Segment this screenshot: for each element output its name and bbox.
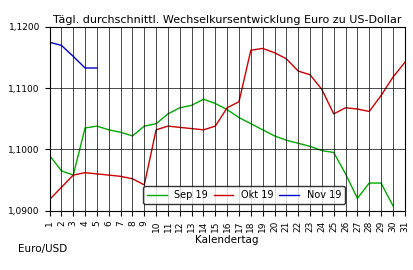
Okt 19 — [272, 51, 277, 54]
Title: Tägl. durchschnittl. Wechselkursentwicklung Euro zu US-Dollar: Tägl. durchschnittl. Wechselkursentwickl… — [53, 15, 401, 25]
Sep 19 — [390, 204, 395, 207]
Okt 19 — [343, 106, 348, 109]
Okt 19 — [118, 175, 123, 178]
Sep 19 — [130, 134, 135, 137]
Sep 19 — [248, 122, 253, 125]
Sep 19 — [177, 106, 182, 109]
Okt 19 — [201, 128, 206, 131]
Okt 19 — [379, 94, 384, 97]
Sep 19 — [367, 181, 372, 185]
Line: Nov 19: Nov 19 — [50, 42, 97, 68]
Nov 19 — [95, 66, 100, 70]
Sep 19 — [95, 124, 100, 128]
Sep 19 — [237, 116, 242, 119]
Okt 19 — [284, 57, 289, 60]
Sep 19 — [166, 112, 171, 116]
Nov 19 — [47, 41, 52, 44]
Sep 19 — [225, 108, 230, 111]
Sep 19 — [331, 151, 336, 154]
Sep 19 — [379, 181, 384, 185]
Sep 19 — [319, 149, 324, 152]
Sep 19 — [71, 174, 76, 177]
Text: Euro/USD: Euro/USD — [18, 244, 67, 254]
Okt 19 — [308, 73, 313, 76]
Okt 19 — [331, 112, 336, 116]
Okt 19 — [225, 106, 230, 109]
Line: Okt 19: Okt 19 — [50, 48, 405, 200]
Okt 19 — [142, 183, 147, 187]
Okt 19 — [189, 127, 194, 130]
Sep 19 — [189, 104, 194, 107]
Sep 19 — [343, 172, 348, 176]
Sep 19 — [213, 102, 218, 105]
Okt 19 — [177, 126, 182, 129]
Okt 19 — [367, 110, 372, 113]
Sep 19 — [106, 128, 111, 131]
Sep 19 — [260, 128, 265, 131]
Okt 19 — [213, 124, 218, 128]
Sep 19 — [142, 124, 147, 128]
Okt 19 — [355, 107, 360, 111]
Sep 19 — [47, 154, 52, 157]
Sep 19 — [355, 197, 360, 200]
Okt 19 — [390, 76, 395, 79]
Okt 19 — [402, 61, 407, 64]
Okt 19 — [59, 186, 64, 189]
Okt 19 — [319, 88, 324, 91]
Okt 19 — [260, 47, 265, 50]
Okt 19 — [130, 177, 135, 180]
Sep 19 — [272, 134, 277, 137]
Line: Sep 19: Sep 19 — [50, 99, 393, 206]
Nov 19 — [59, 44, 64, 47]
Okt 19 — [296, 69, 301, 73]
Okt 19 — [237, 100, 242, 103]
Sep 19 — [201, 97, 206, 101]
Okt 19 — [47, 198, 52, 201]
Okt 19 — [95, 172, 100, 176]
Legend: Sep 19, Okt 19, Nov 19: Sep 19, Okt 19, Nov 19 — [143, 186, 345, 204]
X-axis label: Kalendertag: Kalendertag — [195, 235, 259, 245]
Nov 19 — [83, 66, 88, 70]
Okt 19 — [248, 49, 253, 52]
Sep 19 — [296, 142, 301, 145]
Sep 19 — [308, 145, 313, 148]
Okt 19 — [166, 124, 171, 128]
Sep 19 — [83, 126, 88, 130]
Sep 19 — [154, 122, 159, 125]
Sep 19 — [118, 131, 123, 134]
Okt 19 — [154, 128, 159, 131]
Okt 19 — [71, 174, 76, 177]
Okt 19 — [83, 171, 88, 174]
Sep 19 — [59, 169, 64, 173]
Nov 19 — [71, 55, 76, 58]
Okt 19 — [106, 174, 111, 177]
Sep 19 — [284, 139, 289, 142]
